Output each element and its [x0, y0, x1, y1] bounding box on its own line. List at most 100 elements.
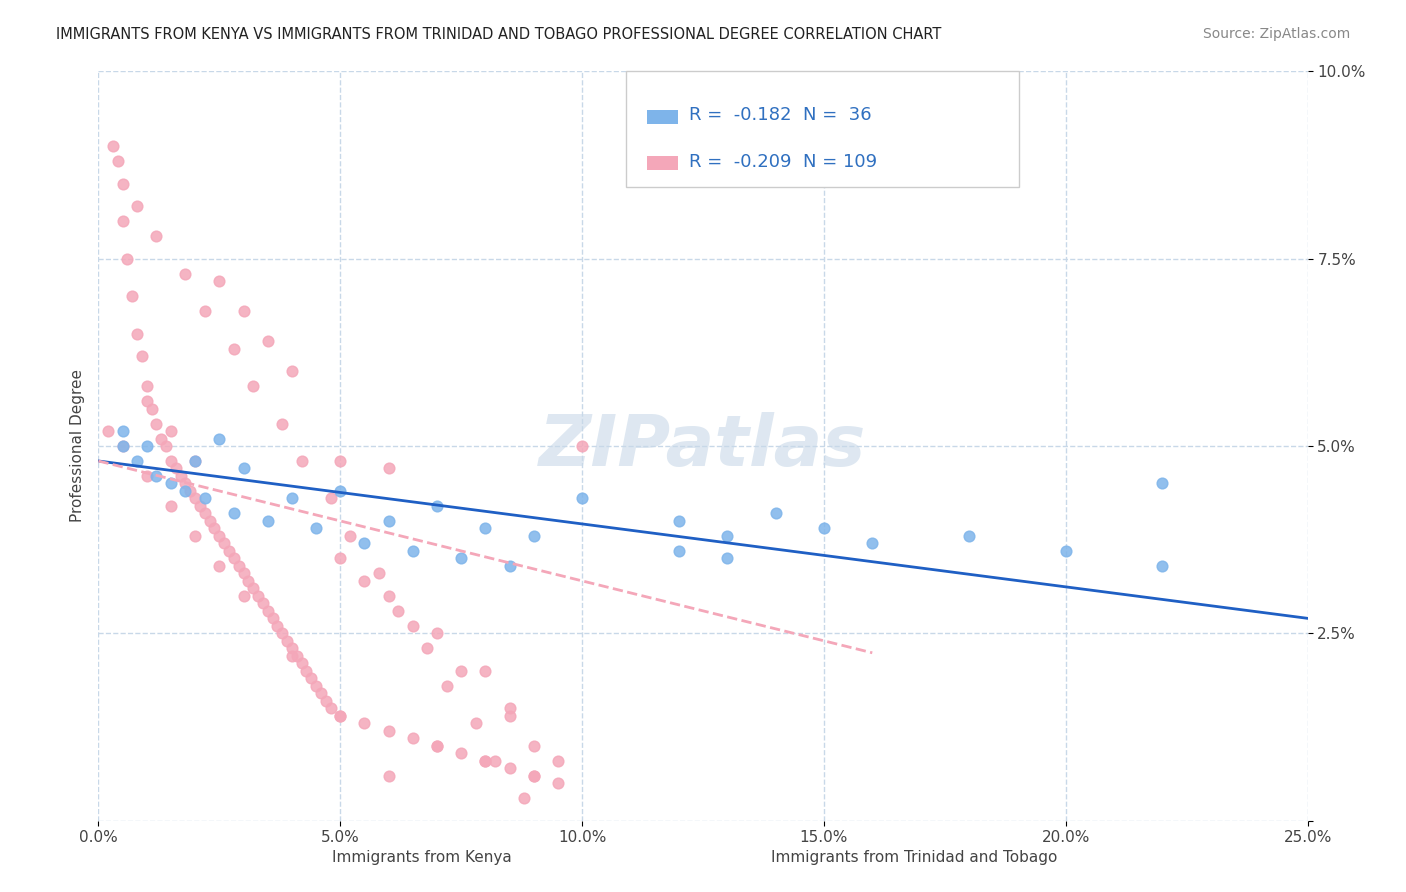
Point: [188, 499, 211, 513]
Point: [184, 454, 207, 468]
Point: [266, 619, 288, 633]
Point: [450, 551, 472, 566]
Point: [765, 507, 787, 521]
Point: [252, 596, 274, 610]
Point: [436, 679, 458, 693]
Point: [174, 267, 197, 281]
Point: [208, 529, 231, 543]
Point: [271, 626, 294, 640]
Point: [135, 439, 157, 453]
Point: [426, 739, 449, 753]
Point: [281, 641, 304, 656]
Point: [232, 589, 254, 603]
Point: [523, 769, 546, 783]
Point: [377, 723, 399, 738]
Point: [222, 507, 245, 521]
Point: [329, 483, 352, 498]
Point: [319, 491, 342, 506]
Point: [135, 379, 157, 393]
Point: [184, 491, 207, 506]
Point: [498, 558, 520, 573]
Text: IMMIGRANTS FROM KENYA VS IMMIGRANTS FROM TRINIDAD AND TOBAGO PROFESSIONAL DEGREE: IMMIGRANTS FROM KENYA VS IMMIGRANTS FROM…: [56, 27, 942, 42]
Point: [484, 754, 506, 768]
Point: [256, 604, 278, 618]
Point: [232, 304, 254, 318]
Point: [141, 401, 163, 416]
Point: [165, 461, 187, 475]
Point: [571, 439, 593, 453]
Point: [716, 529, 738, 543]
Point: [329, 708, 352, 723]
Point: [305, 521, 328, 535]
Text: Immigrants from Kenya: Immigrants from Kenya: [332, 850, 512, 865]
Point: [145, 229, 167, 244]
Point: [329, 551, 352, 566]
Point: [242, 582, 264, 596]
Point: [160, 454, 183, 468]
Point: [184, 529, 207, 543]
Point: [232, 566, 254, 581]
Point: [117, 252, 139, 266]
Point: [402, 619, 425, 633]
Point: [315, 694, 337, 708]
Point: [262, 611, 284, 625]
Point: [329, 454, 352, 468]
Point: [290, 454, 312, 468]
Point: [194, 304, 217, 318]
Point: [377, 461, 399, 475]
Point: [668, 544, 690, 558]
Point: [547, 776, 569, 790]
Point: [450, 664, 472, 678]
Point: [111, 214, 134, 228]
Point: [281, 648, 304, 663]
Point: [498, 708, 520, 723]
Point: [813, 521, 835, 535]
Point: [1054, 544, 1077, 558]
Point: [523, 529, 546, 543]
Point: [271, 417, 294, 431]
Point: [571, 491, 593, 506]
Point: [145, 469, 167, 483]
Point: [1152, 476, 1174, 491]
Point: [179, 483, 201, 498]
Point: [135, 394, 157, 409]
Point: [426, 739, 449, 753]
Point: [135, 469, 157, 483]
Text: R =  -0.182  N =  36: R = -0.182 N = 36: [689, 106, 872, 124]
Point: [860, 536, 883, 550]
Point: [256, 334, 278, 348]
Point: [426, 499, 449, 513]
Point: [228, 558, 250, 573]
Point: [101, 139, 124, 153]
Point: [127, 326, 149, 341]
Point: [319, 701, 342, 715]
Point: [377, 769, 399, 783]
Point: [222, 342, 245, 356]
Point: [285, 648, 308, 663]
Point: [281, 364, 304, 378]
Point: [450, 746, 472, 760]
Point: [464, 716, 486, 731]
Point: [276, 633, 298, 648]
Point: [131, 349, 153, 363]
Point: [111, 177, 134, 191]
Text: ZIPatlas: ZIPatlas: [540, 411, 866, 481]
Point: [368, 566, 391, 581]
Point: [353, 716, 375, 731]
Point: [121, 289, 143, 303]
Point: [474, 754, 496, 768]
Point: [194, 491, 217, 506]
Point: [329, 708, 352, 723]
Point: [111, 439, 134, 453]
Point: [150, 432, 173, 446]
Point: [547, 754, 569, 768]
Point: [111, 424, 134, 438]
Point: [474, 521, 496, 535]
Point: [111, 439, 134, 453]
Point: [198, 514, 221, 528]
Point: [377, 589, 399, 603]
Point: [426, 626, 449, 640]
Point: [242, 379, 264, 393]
Point: [174, 483, 197, 498]
Point: [716, 551, 738, 566]
